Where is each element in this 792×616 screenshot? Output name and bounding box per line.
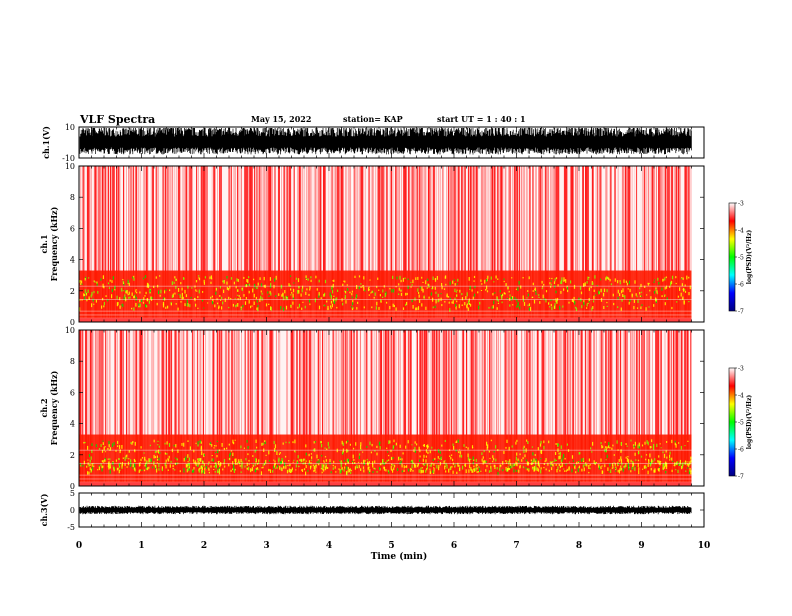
- ch1-spectrogram-image: [79, 166, 692, 322]
- ch2-spectrogram-colorbar-tick--3: -3: [738, 366, 744, 373]
- ch2-spectrogram-ylabel-channel: ch.2: [39, 398, 49, 417]
- ch1-spectrogram-colorbar-tick--7: -7: [738, 309, 744, 316]
- ytick-label-ch1-spectrogram-2: 2: [70, 287, 75, 296]
- ch1-waveform-trace: [79, 128, 692, 155]
- ytick-label-ch1-waveform--10: -10: [62, 154, 75, 163]
- ch2-spectrogram-colorbar: -3 -4 -5 -6 -7 log(PSD)(V²/Hz): [728, 366, 753, 481]
- ch2-spectrogram-colorbar-tick--6: -6: [738, 447, 744, 454]
- figure-date: May 15, 2022: [251, 114, 311, 124]
- ch1-spectrogram-ylabel-frequency: Frequency (kHz): [49, 206, 59, 281]
- figure-title: VLF Spectra: [79, 113, 155, 126]
- ytick-label-ch2-spectrogram-10: 10: [65, 326, 75, 335]
- ytick-label-ch1-spectrogram-10: 10: [65, 162, 75, 171]
- xtick-label-6: 6: [451, 541, 457, 551]
- ch1-spectrogram-colorbar-label: log(PSD)(V²/Hz): [746, 230, 753, 285]
- xtick-label-3: 3: [263, 541, 269, 551]
- ytick-label-ch1-spectrogram-6: 6: [70, 224, 75, 233]
- ytick-label-ch1-spectrogram-4: 4: [70, 256, 75, 265]
- ch2-spectrogram-colorbar-tick--7: -7: [738, 474, 744, 481]
- ytick-label-ch2-spectrogram-8: 8: [70, 357, 75, 366]
- ytick-label-ch2-spectrogram-4: 4: [70, 420, 75, 429]
- xtick-label-2: 2: [201, 541, 207, 551]
- xtick-label-0: 0: [76, 541, 82, 551]
- xtick-label-4: 4: [326, 541, 332, 551]
- ytick-label-ch3-waveform-5: 5: [70, 489, 75, 498]
- ch2-spectrogram-colorbar-tick--4: -4: [738, 393, 744, 400]
- ch1-spectrogram-colorbar: -3 -4 -5 -6 -7 log(PSD)(V²/Hz): [728, 201, 753, 316]
- ch2-spectrogram-colorbar-tick--5: -5: [738, 420, 744, 427]
- ch1-waveform-ylabel: ch.1(V): [41, 126, 51, 159]
- xtick-label-10: 10: [698, 541, 711, 551]
- ytick-label-ch1-spectrogram-0: 0: [70, 318, 75, 327]
- ch1-spectrogram-colorbar-tick--4: -4: [738, 228, 744, 235]
- ytick-label-ch1-spectrogram-8: 8: [70, 193, 75, 202]
- xtick-label-9: 9: [638, 541, 644, 551]
- ch2-spectrogram-colorbar-label: log(PSD)(V²/Hz): [746, 395, 753, 450]
- time-axis: Time (min) 0 1 2 3 4 5 6 7 8 9 10: [76, 541, 710, 562]
- xtick-label-8: 8: [576, 541, 582, 551]
- ch2-spectrogram-ylabel-frequency: Frequency (kHz): [49, 370, 59, 445]
- ch1-spectrogram-ylabel-channel: ch.1: [39, 234, 49, 253]
- ch1-spectrogram-colorbar-tick--5: -5: [738, 255, 744, 262]
- ytick-label-ch3-waveform-0: 0: [70, 506, 75, 515]
- xtick-label-1: 1: [138, 541, 144, 551]
- ch2-spectrogram-image: [79, 330, 692, 486]
- ytick-label-ch2-spectrogram-2: 2: [70, 451, 75, 460]
- ch1-spectrogram-colorbar-tick--6: -6: [738, 282, 744, 289]
- xaxis-label: Time (min): [371, 551, 428, 562]
- xtick-label-5: 5: [388, 541, 394, 551]
- ytick-label-ch2-spectrogram-0: 0: [70, 482, 75, 491]
- ch3-waveform-ylabel: ch.3(V): [39, 493, 49, 526]
- xtick-label-7: 7: [513, 541, 519, 551]
- figure-station: station= KAP: [343, 114, 403, 124]
- ch3-waveform-trace: [79, 505, 692, 515]
- ytick-label-ch3-waveform--5: -5: [67, 523, 75, 532]
- ytick-label-ch2-spectrogram-6: 6: [70, 388, 75, 397]
- ch1-spectrogram-colorbar-tick--3: -3: [738, 201, 744, 208]
- ytick-label-ch1-waveform-10: 10: [65, 123, 75, 132]
- figure-start-time: start UT = 1 : 40 : 1: [437, 114, 526, 124]
